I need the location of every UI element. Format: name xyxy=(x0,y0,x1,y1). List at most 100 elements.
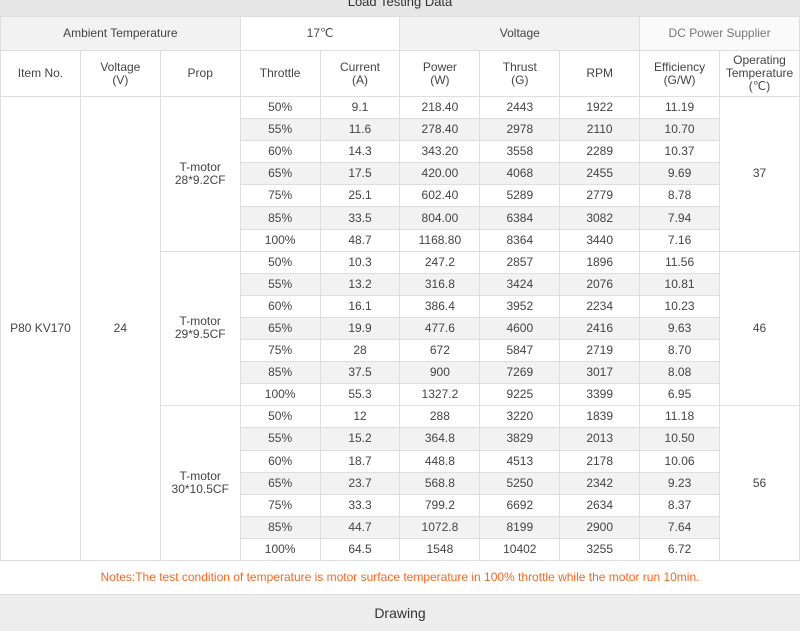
data-cell: 1072.8 xyxy=(399,515,481,539)
data-cell: 3829 xyxy=(479,427,561,451)
data-cell: 2416 xyxy=(559,316,641,341)
header-cell: Thrust (G) xyxy=(479,50,561,97)
data-cell: 85% xyxy=(239,206,321,230)
data-cell: 55% xyxy=(239,427,321,451)
data-row: 85% 44.7 1072.8 8199 2900 7.64 xyxy=(1,515,800,539)
data-cell: 7269 xyxy=(479,361,561,385)
data-cell: 10.06 xyxy=(639,449,721,473)
data-cell: 1896 xyxy=(559,250,641,274)
data-cell: 44.7 xyxy=(319,515,401,539)
data-cell: 6.95 xyxy=(639,383,721,407)
data-row: 60% 18.7 448.8 4513 2178 10.06 xyxy=(1,449,800,473)
data-cell: 316.8 xyxy=(399,272,481,296)
data-cell: 10.23 xyxy=(639,294,721,318)
top-row: Ambient Temperature 17℃ Voltage DC Power Su… xyxy=(0,16,800,51)
top-cell: Ambient Temperature xyxy=(0,16,241,51)
header-cell: Item No. xyxy=(0,50,81,97)
data-cell: 17.5 xyxy=(319,162,401,186)
data-cell: 11.19 xyxy=(639,95,721,120)
header-cell: RPM xyxy=(559,50,641,97)
temperature-cell: 37 xyxy=(719,96,800,252)
data-cell: 1839 xyxy=(559,405,641,429)
data-cell: 16.1 xyxy=(319,294,401,318)
data-cell: 10.37 xyxy=(639,140,721,164)
data-cell: 1922 xyxy=(559,95,641,120)
data-cell: 2443 xyxy=(479,95,561,120)
data-cell: 247.2 xyxy=(399,250,481,274)
data-cell: 7.64 xyxy=(639,515,721,539)
data-cell: 25.1 xyxy=(319,184,401,208)
data-cell: 65% xyxy=(239,162,321,186)
title: Load Testing Data xyxy=(0,0,800,16)
data-cell: 64.5 xyxy=(319,537,401,561)
data-row: 55% 13.2 316.8 3424 2076 10.81 xyxy=(1,272,800,296)
header-cell: Operating Temperature (℃) xyxy=(719,50,800,97)
drawing-heading: Drawing xyxy=(0,594,800,631)
data-row: 65% 17.5 420.00 4068 2455 9.69 xyxy=(1,162,800,186)
data-cell: 6692 xyxy=(479,493,561,517)
data-cell: 8199 xyxy=(479,515,561,539)
data-cell: 2978 xyxy=(479,118,561,142)
header-cell: Power (W) xyxy=(399,50,481,97)
data-cell: 9225 xyxy=(479,383,561,407)
data-cell: 1168.80 xyxy=(399,228,481,252)
data-cell: 7.94 xyxy=(639,206,721,230)
data-cell: 568.8 xyxy=(399,471,481,495)
data-cell: 3255 xyxy=(559,537,641,561)
data-cell: 75% xyxy=(239,339,321,363)
item-cell: P80 KV170 xyxy=(0,96,81,561)
data-cell: 2076 xyxy=(559,272,641,296)
data-cell: 18.7 xyxy=(319,449,401,473)
top-cell: DC Power Supplier xyxy=(639,16,800,51)
data-cell: 50% xyxy=(239,250,321,274)
prop-cell: T-motor 30*10.5CF xyxy=(159,405,241,561)
data-cell: 65% xyxy=(239,471,321,495)
data-cell: 37.5 xyxy=(319,361,401,385)
data-cell: 3440 xyxy=(559,228,641,252)
data-cell: 3424 xyxy=(479,272,561,296)
data-cell: 6384 xyxy=(479,206,561,230)
header-cell: Current (A) xyxy=(319,50,401,97)
data-cell: 8.78 xyxy=(639,184,721,208)
data-row: 100% 55.3 1327.2 9225 3399 6.95 xyxy=(1,383,800,407)
data-cell: 672 xyxy=(399,339,481,363)
data-cell: 10.70 xyxy=(639,118,721,142)
data-cell: 2178 xyxy=(559,449,641,473)
data-cell: 343.20 xyxy=(399,140,481,164)
data-cell: 55% xyxy=(239,272,321,296)
data-cell: 4068 xyxy=(479,162,561,186)
data-cell: 12 xyxy=(319,405,401,429)
data-cell: 448.8 xyxy=(399,449,481,473)
data-cell: 33.5 xyxy=(319,206,401,230)
data-cell: 50% xyxy=(239,405,321,429)
data-cell: 100% xyxy=(239,228,321,252)
data-cell: 19.9 xyxy=(319,316,401,341)
data-cell: 278.40 xyxy=(399,118,481,142)
data-cell: 364.8 xyxy=(399,427,481,451)
data-cell: 3082 xyxy=(559,206,641,230)
data-row: 60% 16.1 386.4 3952 2234 10.23 xyxy=(1,294,800,318)
data-cell: 420.00 xyxy=(399,162,481,186)
data-row: 65% 23.7 568.8 5250 2342 9.23 xyxy=(1,471,800,495)
header-cell: Prop xyxy=(159,50,241,97)
voltage-cell: 24 xyxy=(79,96,161,561)
data-cell: 48.7 xyxy=(319,228,401,252)
data-cell: 6.72 xyxy=(639,537,721,561)
header-cell: Throttle xyxy=(239,50,321,97)
data-cell: 100% xyxy=(239,537,321,561)
data-cell: 2110 xyxy=(559,118,641,142)
data-cell: 8.70 xyxy=(639,339,721,363)
data-cell: 9.69 xyxy=(639,162,721,186)
data-cell: 7.16 xyxy=(639,228,721,252)
data-cell: 804.00 xyxy=(399,206,481,230)
header-row: Item No. Voltage (V) Prop Throttle Current (… xyxy=(0,50,800,97)
data-cell: 55% xyxy=(239,118,321,142)
data-cell: 1548 xyxy=(399,537,481,561)
data-cell: 602.40 xyxy=(399,184,481,208)
data-cell: 10.3 xyxy=(319,250,401,274)
data-cell: 900 xyxy=(399,361,481,385)
data-cell: 477.6 xyxy=(399,316,481,341)
data-cell: 60% xyxy=(239,294,321,318)
data-cell: 2342 xyxy=(559,471,641,495)
